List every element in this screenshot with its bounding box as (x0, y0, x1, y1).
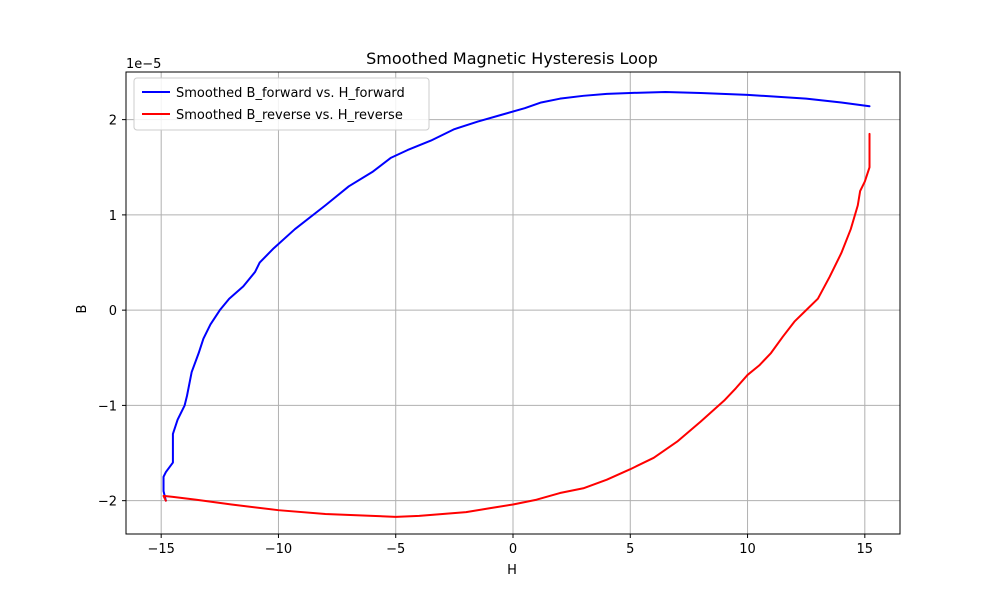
y-tick-label: 1 (109, 209, 117, 224)
x-tick-label: 15 (857, 542, 874, 557)
legend-box (133, 77, 430, 131)
x-tick-label: −10 (265, 542, 292, 557)
y-tick-label: 0 (109, 304, 117, 319)
legend: Smoothed B_forward vs. H_forward Smoothed… (133, 77, 430, 131)
x-tick-label: 10 (739, 542, 756, 557)
x-tick-label: 0 (509, 542, 517, 557)
y-tick-label: 2 (109, 114, 117, 129)
series-line-0 (162, 91, 871, 502)
y-tick-label: −2 (98, 495, 117, 510)
y-axis-label: B (75, 305, 90, 314)
y-tick-label: −1 (98, 399, 117, 414)
x-tick-label: −5 (386, 542, 405, 557)
grid-lines (126, 72, 900, 534)
x-tick-label: 5 (626, 542, 634, 557)
x-axis-label: H (507, 563, 517, 578)
series-lines (162, 91, 871, 518)
legend-label: Smoothed B_reverse vs. H_reverse (176, 108, 403, 123)
legend-label: Smoothed B_forward vs. H_forward (176, 86, 405, 101)
series-line-1 (162, 132, 871, 518)
x-tick-label: −15 (147, 542, 174, 557)
y-offset-label: 1e−5 (126, 57, 161, 72)
chart-title: Smoothed Magnetic Hysteresis Loop (366, 49, 658, 68)
